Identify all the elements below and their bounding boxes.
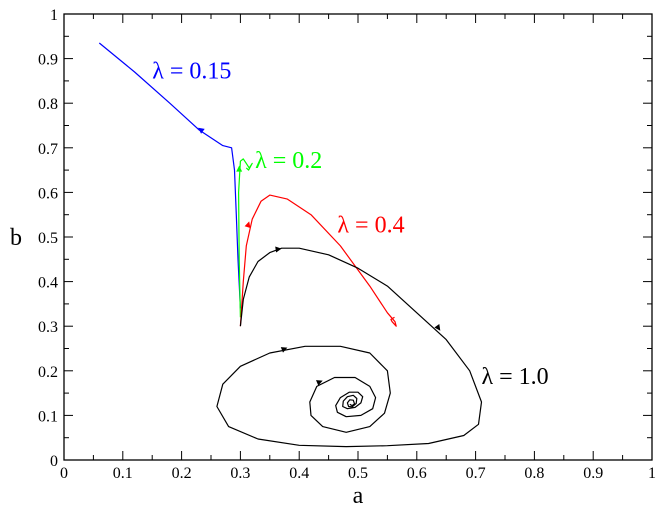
x-tick-label: 0.6	[407, 465, 427, 482]
x-tick-label: 0.4	[289, 465, 309, 482]
direction-arrow-1	[236, 165, 243, 172]
direction-arrow-4	[434, 324, 441, 331]
y-tick-label: 0.6	[38, 185, 58, 202]
x-tick-label: 0.7	[466, 465, 486, 482]
x-axis-label: a	[353, 483, 364, 509]
y-tick-label: 0.7	[38, 141, 58, 158]
series-label: λ = 1.0	[481, 364, 548, 390]
series-label: λ = 0.2	[255, 148, 322, 174]
series-line-0	[98, 42, 241, 309]
direction-arrow-2	[244, 221, 251, 228]
axis-tick-labels: 0 0.1 0.2 0.3 0.4 0.5 0.6 0.7 0.8 0.9 1 0 0.1 0.2 0.3 0…	[38, 7, 656, 482]
y-tick-label: 0.2	[38, 364, 58, 381]
x-tick-label: 0	[60, 465, 68, 482]
x-tick-label: 0.8	[524, 465, 544, 482]
x-tick-label: 0.2	[172, 465, 192, 482]
direction-arrow-0	[198, 127, 205, 134]
direction-arrow-3	[275, 246, 282, 253]
y-tick-label: 0.5	[38, 230, 58, 247]
y-tick-label: 0.1	[38, 408, 58, 425]
x-tick-label: 0.1	[113, 465, 133, 482]
y-axis-label: b	[10, 225, 22, 251]
x-tick-label: 0.9	[583, 465, 603, 482]
y-tick-label: 0.4	[38, 275, 58, 292]
series-line-3	[216, 247, 483, 448]
series-label: λ = 0.15	[152, 59, 231, 85]
series-line-2	[239, 194, 397, 327]
x-tick-label: 0.5	[348, 465, 368, 482]
x-tick-label: 1	[648, 465, 656, 482]
y-tick-label: 0.9	[38, 52, 58, 69]
y-tick-label: 0.8	[38, 96, 58, 113]
direction-arrow-6	[316, 380, 323, 386]
y-tick-label: 1	[50, 7, 58, 24]
direction-arrow-5	[280, 347, 288, 353]
series-label: λ = 0.4	[337, 213, 404, 239]
y-tick-label: 0.3	[38, 319, 58, 336]
axis-ticks	[63, 13, 653, 461]
series-labels: λ = 0.15 λ = 0.2 λ = 0.4 λ = 1.0	[152, 59, 548, 391]
series-lines	[98, 42, 483, 448]
x-tick-label: 0.3	[230, 465, 250, 482]
y-tick-label: 0	[50, 453, 58, 470]
series-line-1	[238, 158, 253, 318]
direction-arrows	[198, 127, 441, 386]
